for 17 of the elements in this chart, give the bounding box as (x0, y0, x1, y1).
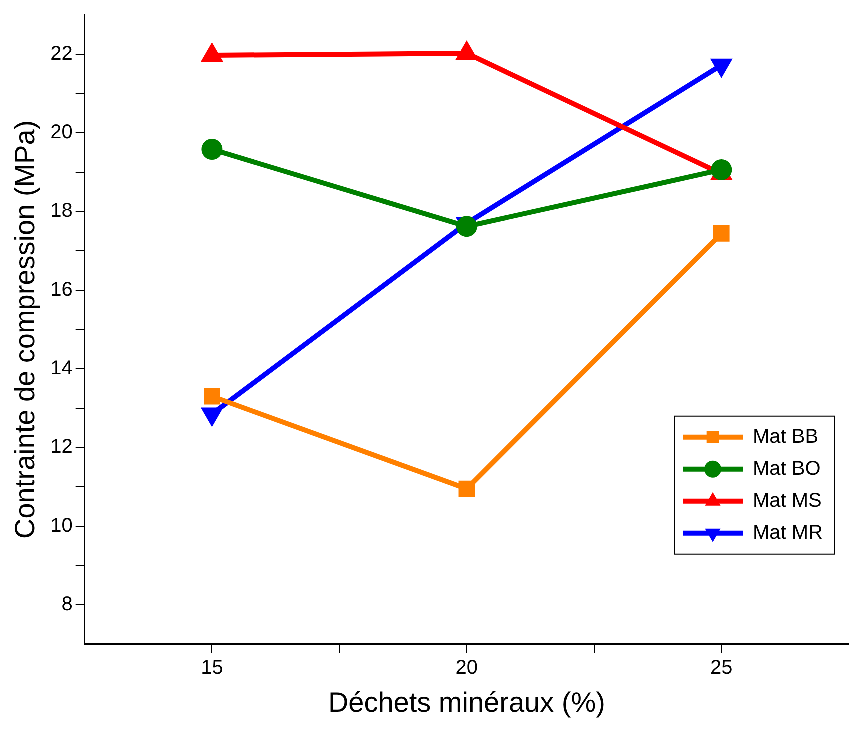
y-axis-title: Contrainte de compression (MPa) (10, 120, 41, 540)
y-tick-label: 16 (50, 278, 73, 301)
legend-label: Mat MR (753, 522, 823, 544)
x-tick-label: 20 (456, 656, 478, 679)
y-tick-label: 8 (62, 594, 73, 616)
y-tick-label: 18 (50, 200, 73, 222)
x-axis-title: Déchets minéraux (%) (328, 686, 606, 718)
y-tick-label: 12 (50, 436, 73, 458)
legend-label: Mat BB (753, 426, 819, 448)
legend-label: Mat MS (753, 490, 822, 512)
x-tick-label: 15 (201, 656, 224, 679)
x-tick-label: 25 (710, 656, 733, 679)
y-tick-label: 14 (50, 358, 73, 380)
y-tick-label: 20 (50, 122, 73, 144)
y-tick-label: 10 (50, 514, 73, 537)
legend-label: Mat BO (753, 458, 821, 480)
y-tick-label: 22 (50, 42, 73, 65)
